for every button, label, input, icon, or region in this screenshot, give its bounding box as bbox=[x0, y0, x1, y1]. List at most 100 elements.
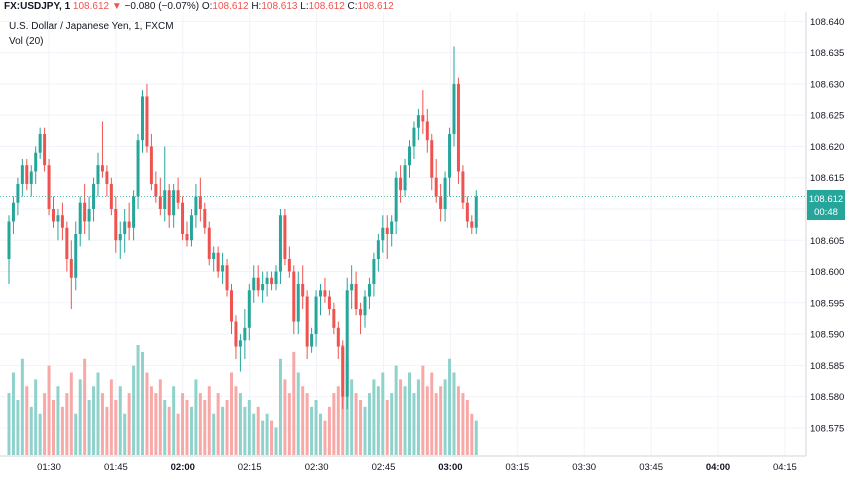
low-label: L: bbox=[300, 1, 309, 12]
candle-body bbox=[172, 190, 176, 216]
volume-bar bbox=[296, 372, 300, 455]
volume-bar bbox=[243, 406, 247, 455]
volume-bar bbox=[327, 406, 331, 455]
volume-bar bbox=[425, 386, 429, 455]
volume-bar bbox=[230, 372, 233, 455]
candle-body bbox=[363, 296, 367, 316]
volume-legend[interactable]: Vol (20) bbox=[9, 36, 44, 47]
candle-body bbox=[56, 215, 60, 222]
volume-bar bbox=[439, 386, 443, 455]
low-value: 108.612 bbox=[308, 1, 345, 12]
volume-bar bbox=[176, 413, 180, 455]
volume-bar bbox=[385, 400, 389, 455]
volume-bar bbox=[332, 393, 336, 455]
volume-bar bbox=[92, 386, 96, 455]
y-tick-label: 108.580 bbox=[810, 392, 844, 403]
time-axis[interactable]: 01:30 01:45 02:00 02:15 02:30 02:45 03:00 03:15… bbox=[37, 462, 797, 473]
x-tick-label: 01:45 bbox=[104, 462, 128, 473]
volume-bar bbox=[87, 400, 91, 455]
volume-bar bbox=[141, 351, 144, 455]
candle-body bbox=[448, 133, 452, 178]
open-value: 108.612 bbox=[212, 1, 249, 12]
volume-bar bbox=[247, 400, 251, 455]
volume-bar bbox=[314, 400, 318, 455]
candle-body bbox=[350, 284, 354, 291]
volume-bar bbox=[252, 413, 256, 455]
candle-body bbox=[74, 234, 78, 278]
volume-bar bbox=[412, 393, 416, 455]
candle-body bbox=[390, 221, 394, 234]
volume-bar bbox=[234, 386, 238, 455]
series-legend[interactable]: U.S. Dollar / Japanese Yen, 1, FXCM bbox=[9, 21, 174, 32]
volume-bar bbox=[60, 406, 64, 455]
volume-bar bbox=[265, 413, 269, 455]
candle-body bbox=[100, 165, 104, 172]
candle-body bbox=[381, 227, 385, 241]
price-tag: 108.612 00:48 bbox=[807, 190, 845, 220]
volume-bar bbox=[310, 406, 314, 455]
candle-body bbox=[270, 277, 274, 285]
y-tick-label: 108.635 bbox=[810, 48, 844, 59]
volume-bar bbox=[287, 393, 291, 455]
price-tag-bg bbox=[807, 190, 845, 220]
candle-body bbox=[319, 290, 322, 297]
volume-bar bbox=[78, 379, 82, 455]
volume-bar bbox=[465, 400, 469, 455]
volume-bar bbox=[278, 358, 282, 455]
volume-bar bbox=[132, 365, 136, 455]
volume-bar bbox=[292, 351, 296, 455]
candle-body bbox=[359, 309, 363, 316]
volume-bar bbox=[167, 406, 171, 455]
x-tick-label: 04:00 bbox=[706, 462, 730, 473]
candle-body bbox=[20, 165, 24, 184]
candle-body bbox=[29, 171, 33, 184]
candle-body bbox=[412, 127, 416, 147]
high-label: H: bbox=[251, 1, 262, 12]
candle-body bbox=[265, 277, 269, 285]
candle-body bbox=[105, 171, 109, 184]
volume-bar bbox=[114, 400, 118, 455]
symbol-name[interactable]: FX:USDJPY, 1 bbox=[4, 1, 71, 12]
candle-body bbox=[243, 327, 247, 341]
x-tick-label: 02:00 bbox=[171, 462, 195, 473]
candle-body bbox=[123, 221, 127, 234]
down-arrow-icon: ▼ bbox=[111, 1, 122, 12]
candle-body bbox=[385, 227, 389, 234]
price-axis[interactable]: 108.640 108.635 108.630 108.625 108.620 108.6… bbox=[810, 17, 844, 434]
candle-body bbox=[310, 334, 314, 347]
price-tag-price: 108.612 bbox=[809, 194, 843, 205]
x-tick-label: 02:45 bbox=[372, 462, 396, 473]
candle-body bbox=[425, 121, 429, 141]
volume-bar bbox=[350, 379, 354, 455]
candle-body bbox=[163, 190, 167, 209]
volume-bar bbox=[109, 379, 113, 455]
candle-body bbox=[456, 83, 460, 172]
candle-body bbox=[296, 284, 300, 322]
volume-bar bbox=[11, 372, 15, 455]
candle-body bbox=[7, 221, 11, 260]
candle-body bbox=[416, 115, 420, 128]
volume-bar bbox=[52, 400, 55, 455]
volume-bar bbox=[185, 400, 189, 455]
volume-bar bbox=[305, 393, 309, 455]
candle-body bbox=[43, 133, 47, 166]
volume-bar bbox=[163, 400, 167, 455]
candle-body bbox=[465, 202, 469, 222]
candle-body bbox=[332, 309, 336, 328]
candle-body bbox=[234, 321, 238, 347]
volume-bar bbox=[181, 393, 185, 455]
volume-bar bbox=[74, 413, 78, 455]
volume-bar bbox=[221, 406, 225, 455]
candle-body bbox=[181, 202, 185, 234]
volume-bar bbox=[149, 386, 153, 455]
candle-body bbox=[341, 346, 345, 397]
high-value: 108.613 bbox=[261, 1, 298, 12]
volume-bars bbox=[7, 345, 478, 455]
last-price: 108.612 bbox=[72, 1, 110, 12]
candle-body bbox=[69, 259, 73, 278]
volume-bar bbox=[203, 400, 207, 455]
x-tick-label: 03:15 bbox=[505, 462, 529, 473]
candle-body bbox=[52, 208, 55, 222]
volume-bar bbox=[319, 413, 322, 455]
